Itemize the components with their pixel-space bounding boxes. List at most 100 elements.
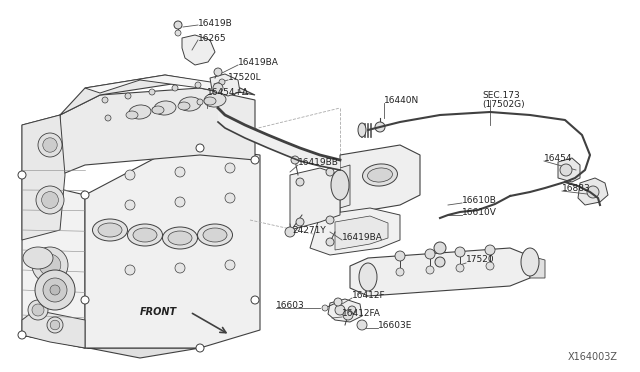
Ellipse shape xyxy=(331,170,349,200)
Ellipse shape xyxy=(129,105,151,119)
Circle shape xyxy=(219,79,225,85)
Text: 16412F: 16412F xyxy=(352,291,386,299)
Polygon shape xyxy=(22,115,60,180)
Circle shape xyxy=(149,89,155,95)
Ellipse shape xyxy=(358,123,366,137)
Ellipse shape xyxy=(163,227,198,249)
Polygon shape xyxy=(22,335,200,358)
Circle shape xyxy=(455,247,465,257)
Ellipse shape xyxy=(154,101,176,115)
Text: 16419B: 16419B xyxy=(198,19,233,28)
Polygon shape xyxy=(340,165,350,208)
Circle shape xyxy=(251,156,259,164)
Circle shape xyxy=(396,268,404,276)
Circle shape xyxy=(172,85,178,91)
Text: SEC.173: SEC.173 xyxy=(482,90,520,99)
Circle shape xyxy=(560,164,572,176)
Text: 17520L: 17520L xyxy=(228,73,262,81)
Ellipse shape xyxy=(367,168,392,182)
Circle shape xyxy=(50,320,60,330)
Circle shape xyxy=(125,200,135,210)
Polygon shape xyxy=(218,108,340,170)
Polygon shape xyxy=(530,256,545,278)
Text: 16265: 16265 xyxy=(198,33,227,42)
Circle shape xyxy=(587,186,599,198)
Circle shape xyxy=(32,304,44,316)
Circle shape xyxy=(47,317,63,333)
Circle shape xyxy=(43,278,67,302)
Circle shape xyxy=(326,238,334,246)
Circle shape xyxy=(456,264,464,272)
Circle shape xyxy=(343,310,353,320)
Polygon shape xyxy=(60,75,255,115)
Ellipse shape xyxy=(362,164,397,186)
Text: FRONT: FRONT xyxy=(140,307,177,317)
Text: 16454+Δ: 16454+Δ xyxy=(207,87,249,96)
Circle shape xyxy=(426,266,434,274)
Ellipse shape xyxy=(133,228,157,242)
Circle shape xyxy=(225,260,235,270)
Circle shape xyxy=(225,193,235,203)
Text: (17502G): (17502G) xyxy=(482,99,525,109)
Ellipse shape xyxy=(98,223,122,237)
Polygon shape xyxy=(328,299,362,322)
Circle shape xyxy=(125,93,131,99)
Circle shape xyxy=(174,21,182,29)
Polygon shape xyxy=(22,310,85,348)
Polygon shape xyxy=(85,145,260,348)
Text: 16603E: 16603E xyxy=(378,321,412,330)
Polygon shape xyxy=(558,158,580,182)
Ellipse shape xyxy=(198,224,232,246)
Circle shape xyxy=(175,167,185,177)
Circle shape xyxy=(322,305,328,311)
Circle shape xyxy=(18,331,26,339)
Circle shape xyxy=(197,99,203,105)
Ellipse shape xyxy=(203,228,227,242)
Circle shape xyxy=(296,178,304,186)
Ellipse shape xyxy=(204,93,226,107)
Ellipse shape xyxy=(179,97,201,111)
Polygon shape xyxy=(290,168,340,230)
Circle shape xyxy=(334,298,342,306)
Circle shape xyxy=(395,251,405,261)
Ellipse shape xyxy=(204,97,216,105)
Circle shape xyxy=(425,249,435,259)
Circle shape xyxy=(296,218,304,226)
Circle shape xyxy=(225,163,235,173)
Text: 24271Y: 24271Y xyxy=(292,225,326,234)
Circle shape xyxy=(214,68,222,76)
Text: 16419BA: 16419BA xyxy=(238,58,279,67)
Circle shape xyxy=(50,285,60,295)
Polygon shape xyxy=(210,74,240,96)
Circle shape xyxy=(38,133,62,157)
Circle shape xyxy=(348,306,356,314)
Circle shape xyxy=(434,242,446,254)
Circle shape xyxy=(326,216,334,224)
Circle shape xyxy=(42,192,58,208)
Circle shape xyxy=(105,115,111,121)
Polygon shape xyxy=(22,115,65,240)
Polygon shape xyxy=(335,216,388,250)
Circle shape xyxy=(486,262,494,270)
Polygon shape xyxy=(182,35,215,65)
Circle shape xyxy=(285,227,295,237)
Text: 16419BA: 16419BA xyxy=(342,232,383,241)
Circle shape xyxy=(36,186,64,214)
Text: 16610B: 16610B xyxy=(462,196,497,205)
Ellipse shape xyxy=(178,102,190,110)
Circle shape xyxy=(39,254,61,276)
Ellipse shape xyxy=(23,247,53,269)
Text: 16603: 16603 xyxy=(276,301,305,311)
Circle shape xyxy=(81,296,89,304)
Polygon shape xyxy=(60,88,255,175)
Circle shape xyxy=(357,320,367,330)
Polygon shape xyxy=(85,75,235,95)
Circle shape xyxy=(375,122,385,132)
Circle shape xyxy=(125,170,135,180)
Text: 17520: 17520 xyxy=(466,256,495,264)
Circle shape xyxy=(175,263,185,273)
Circle shape xyxy=(152,107,158,113)
Circle shape xyxy=(125,265,135,275)
Polygon shape xyxy=(350,248,530,296)
Circle shape xyxy=(32,247,68,283)
